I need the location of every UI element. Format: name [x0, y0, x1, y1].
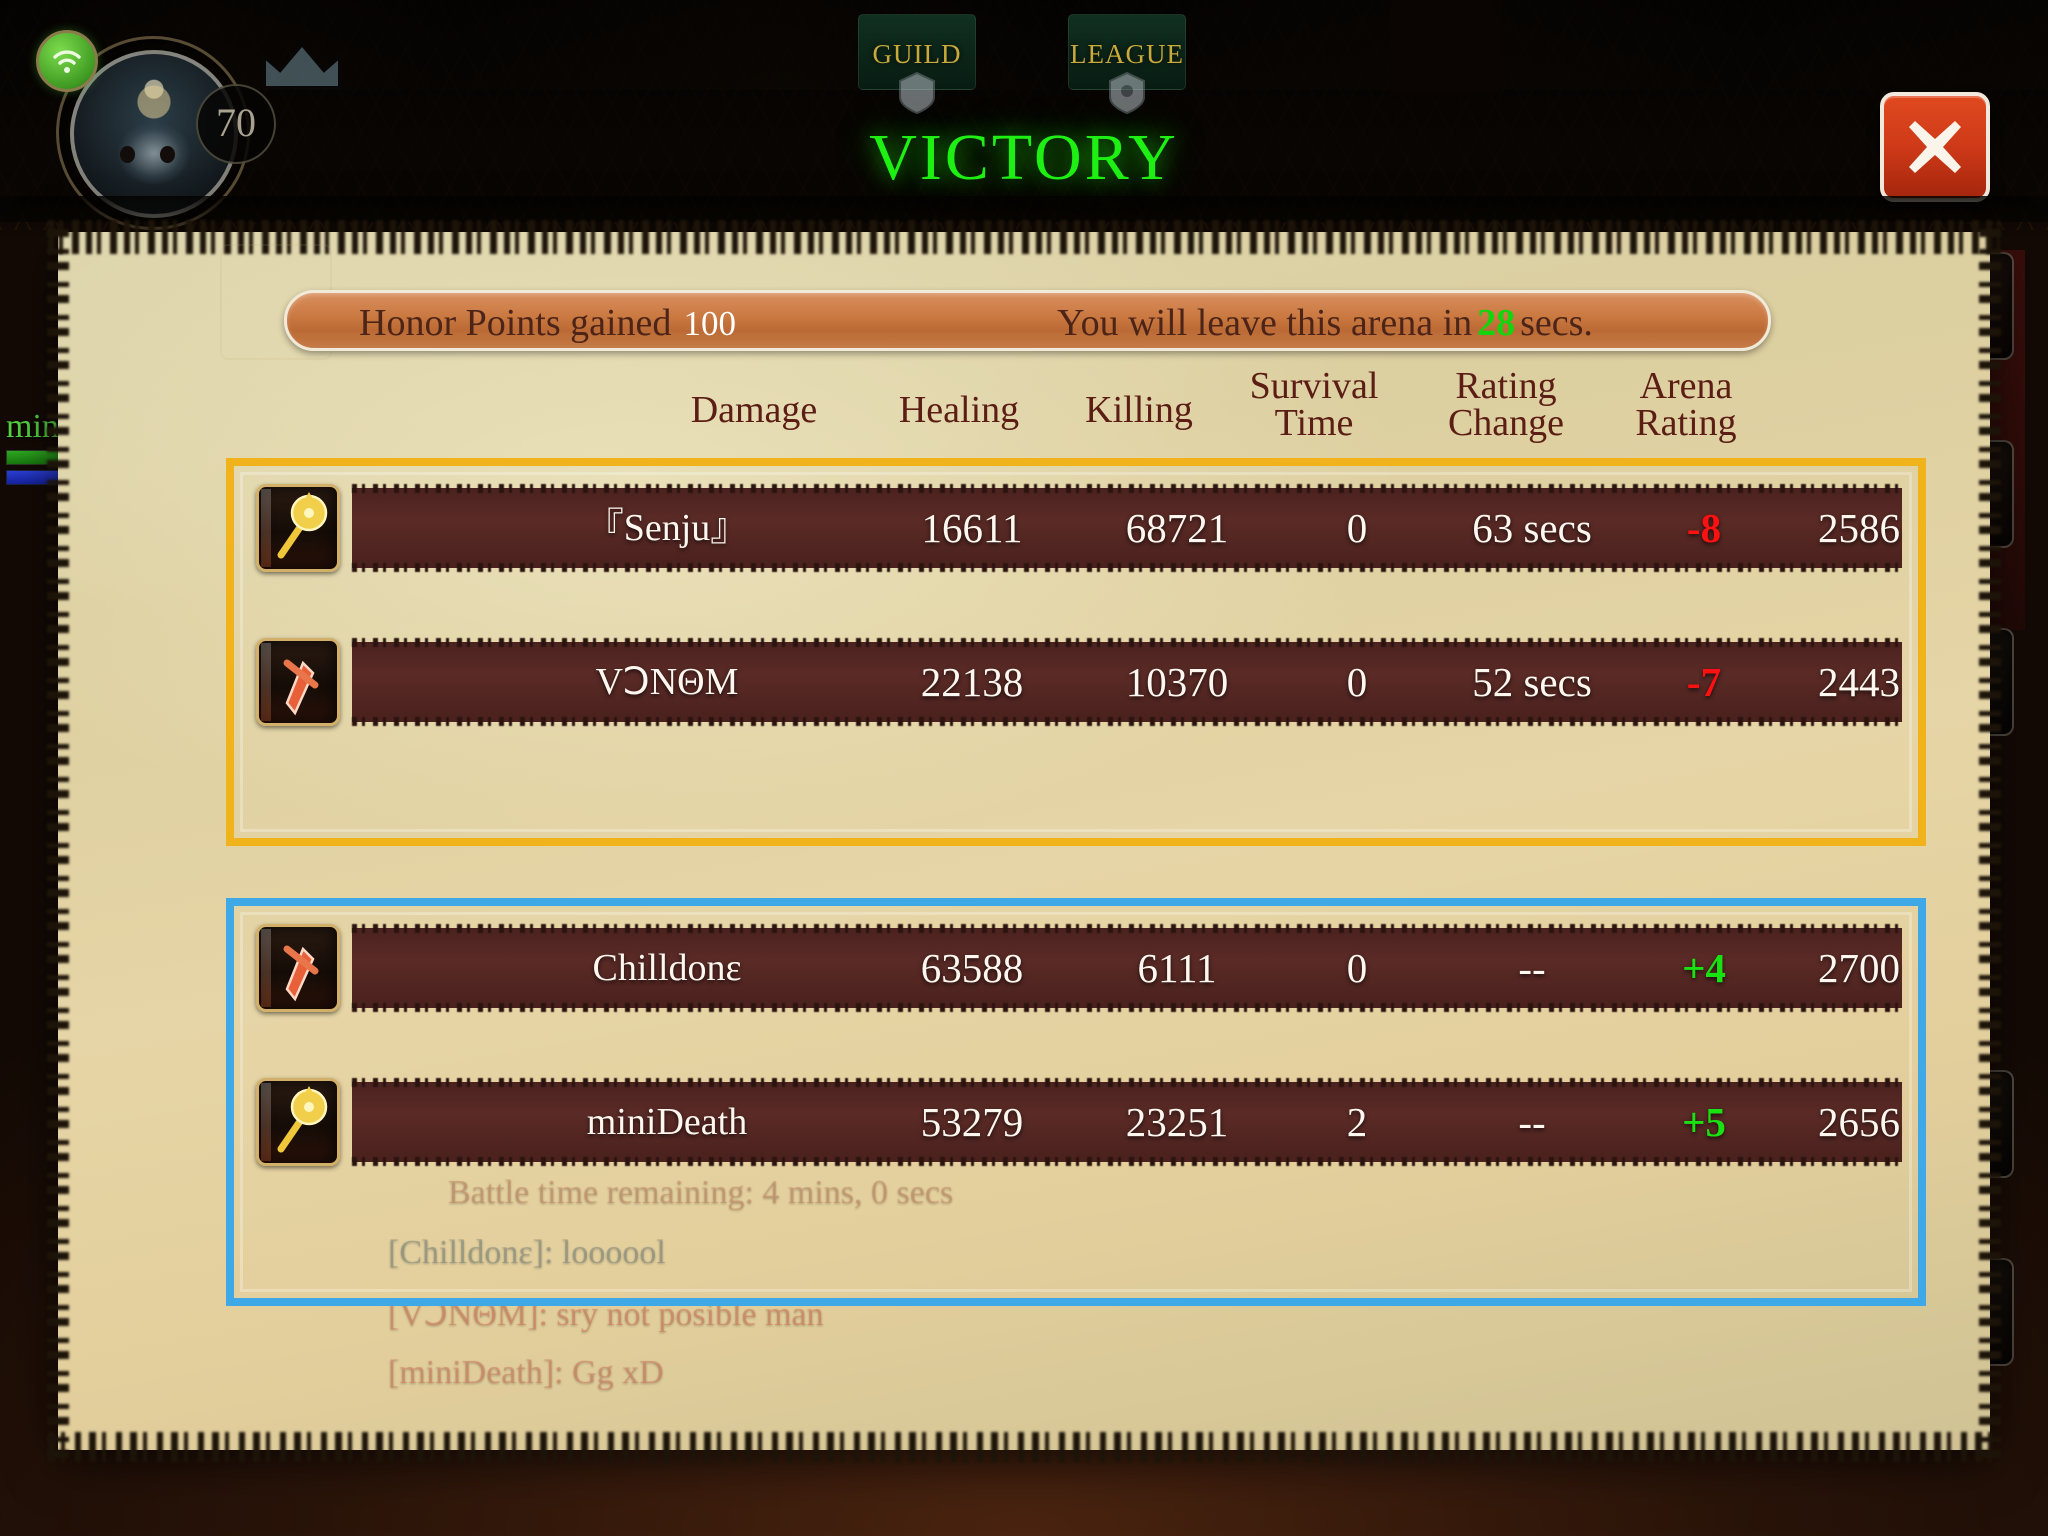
- row-background: miniDeath 53279 23251 2 -- +5 2656: [352, 1082, 1902, 1162]
- chat-line: Battle time remaining: 4 mins, 0 secs: [448, 1174, 954, 1211]
- column-header-rating-line2: Change: [1447, 402, 1565, 445]
- row-background: Chilldοnε 63588 6111 0 -- +4 2700: [352, 928, 1902, 1008]
- level-badge: 70: [196, 84, 276, 164]
- column-header-survival-line1: Survival: [1249, 365, 1379, 407]
- player-damage: 63588: [920, 945, 1024, 991]
- leave-timer-prefix: You will leave this arena in: [1057, 302, 1473, 344]
- chat-line: [miniDeath]: Gg xD: [388, 1354, 664, 1391]
- column-header-healing: Healing: [898, 389, 1020, 431]
- panel-edge-decoration: [47, 224, 69, 1458]
- crown-icon: [262, 40, 342, 90]
- league-button-label: LEAGUE: [1070, 39, 1184, 69]
- player-rating-change: +5: [1682, 1099, 1726, 1145]
- column-header-survival-time: Survival Time: [1204, 365, 1424, 445]
- column-header-rating-line1: Rating: [1455, 365, 1557, 407]
- chat-line: [Chilldοnε]: loooool: [388, 1234, 666, 1271]
- player-healing: 23251: [1125, 1099, 1229, 1145]
- team-inner-border: [240, 912, 1912, 1292]
- dagger-icon: [256, 924, 340, 1012]
- player-healing: 10370: [1125, 659, 1229, 705]
- league-button[interactable]: LEAGUE: [1068, 14, 1186, 115]
- player-damage: 53279: [920, 1099, 1024, 1145]
- table-row[interactable]: Chilldοnε 63588 6111 0 -- +4 2700: [256, 924, 1902, 1012]
- honor-banner: Honor Points gained 100 You will leave th…: [284, 290, 1771, 351]
- mace-icon: [256, 1078, 340, 1166]
- player-survival-time: 63 secs: [1472, 505, 1592, 551]
- column-header-arena-rating: Arena Rating: [1586, 365, 1786, 445]
- player-rating-change: -8: [1686, 505, 1722, 551]
- player-damage: 22138: [920, 659, 1024, 705]
- league-emblem-icon: [1109, 71, 1145, 115]
- wifi-icon[interactable]: [36, 30, 98, 92]
- dagger-icon: [256, 638, 340, 726]
- player-arena-rating: 2443: [1818, 659, 1900, 705]
- player-arena-rating: 2656: [1818, 1099, 1900, 1145]
- player-killing: 0: [1346, 505, 1368, 551]
- column-header-killing: Killing: [1085, 389, 1193, 431]
- team-inner-border: [240, 472, 1912, 832]
- player-name: Chilldοnε: [592, 947, 742, 989]
- guild-button-label: GUILD: [872, 39, 962, 69]
- player-healing: 6111: [1137, 945, 1217, 991]
- player-survival-time: --: [1518, 1099, 1546, 1145]
- player-survival-time: --: [1518, 945, 1546, 991]
- table-row[interactable]: VↃNΘM 22138 10370 0 52 secs -7 2443: [256, 638, 1902, 726]
- enemy-team-panel: 『Senju』 16611 68721 0 63 secs -8 2586 VↃ…: [226, 458, 1926, 846]
- ally-team-panel: Chilldοnε 63588 6111 0 -- +4 2700: [226, 898, 1926, 1306]
- column-header-arena-line2: Rating: [1635, 402, 1737, 445]
- row-background: VↃNΘM 22138 10370 0 52 secs -7 2443: [352, 642, 1902, 722]
- player-name: 『Senju』: [585, 507, 749, 549]
- table-row[interactable]: miniDeath 53279 23251 2 -- +5 2656: [256, 1078, 1902, 1166]
- player-arena-rating: 2586: [1818, 505, 1900, 551]
- avatar-cluster[interactable]: 70: [28, 22, 342, 230]
- leave-timer-suffix: secs.: [1520, 302, 1593, 344]
- avatar-eye-left-decoration: [120, 146, 135, 163]
- mace-icon: [256, 484, 340, 572]
- avatar-eye-right-decoration: [160, 146, 175, 163]
- column-header-rating-change: Rating Change: [1406, 365, 1606, 445]
- panel-edge-decoration: [1979, 224, 2001, 1458]
- column-header-survival-line2: Time: [1274, 402, 1354, 445]
- player-healing: 68721: [1125, 505, 1229, 551]
- player-survival-time: 52 secs: [1472, 659, 1592, 705]
- player-killing: 0: [1346, 945, 1368, 991]
- column-header-damage: Damage: [690, 389, 818, 431]
- player-damage: 16611: [921, 505, 1023, 551]
- player-name: VↃNΘM: [595, 661, 739, 703]
- stat-column-headers: Damage Healing Killing Survival Time Rat…: [58, 367, 1990, 488]
- player-name: miniDeath: [586, 1101, 748, 1143]
- player-killing: 0: [1346, 659, 1368, 705]
- player-arena-rating: 2700: [1818, 945, 1900, 991]
- leave-timer-text: You will leave this arena in 28 secs.: [1057, 301, 1593, 345]
- player-rating-change: +4: [1682, 945, 1726, 991]
- close-button[interactable]: [1880, 92, 1990, 202]
- guild-emblem-icon: [899, 71, 935, 115]
- honor-points-label: Honor Points gained: [359, 302, 672, 344]
- player-rating-change: -7: [1686, 659, 1722, 705]
- honor-points-value: 100: [683, 304, 736, 343]
- column-header-arena-line1: Arena: [1639, 365, 1733, 407]
- leave-timer-seconds: 28: [1477, 302, 1516, 344]
- player-killing: 2: [1346, 1099, 1368, 1145]
- close-icon: [1909, 121, 1961, 173]
- table-row[interactable]: 『Senju』 16611 68721 0 63 secs -8 2586: [256, 484, 1902, 572]
- guild-button[interactable]: GUILD: [858, 14, 976, 115]
- row-background: 『Senju』 16611 68721 0 63 secs -8 2586: [352, 488, 1902, 568]
- top-hud-bar: 70 GUILD LEAGUE VICTORY: [0, 0, 2048, 230]
- page-title: VICTORY: [869, 121, 1179, 194]
- honor-points-text: Honor Points gained 100: [359, 301, 736, 345]
